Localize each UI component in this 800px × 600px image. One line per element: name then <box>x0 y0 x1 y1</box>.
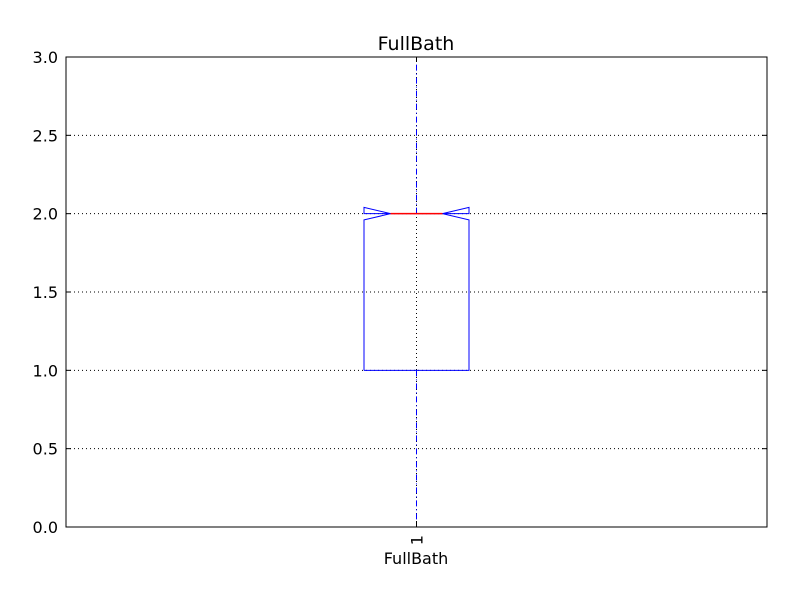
plot-area-frame <box>65 56 768 528</box>
y-tick-label: 1.0 <box>33 361 58 380</box>
y-tick-label: 1.5 <box>33 283 58 302</box>
box-outline <box>363 206 470 371</box>
grid-lines <box>66 57 767 527</box>
x-axis-label: FullBath <box>384 549 449 568</box>
chart-title: FullBath <box>378 33 455 55</box>
y-tick-label: 2.5 <box>33 126 58 145</box>
y-axis: 0.0 0.5 1.0 1.5 2.0 2.5 3.0 <box>33 48 767 537</box>
x-tick-label: 1 <box>408 535 427 545</box>
box-layer <box>363 56 470 528</box>
y-tick-label: 0.5 <box>33 440 58 459</box>
y-tick-label: 3.0 <box>33 48 58 67</box>
y-tick-label: 0.0 <box>33 518 58 537</box>
x-axis: 1 <box>408 57 427 545</box>
y-tick-label: 2.0 <box>33 205 58 224</box>
